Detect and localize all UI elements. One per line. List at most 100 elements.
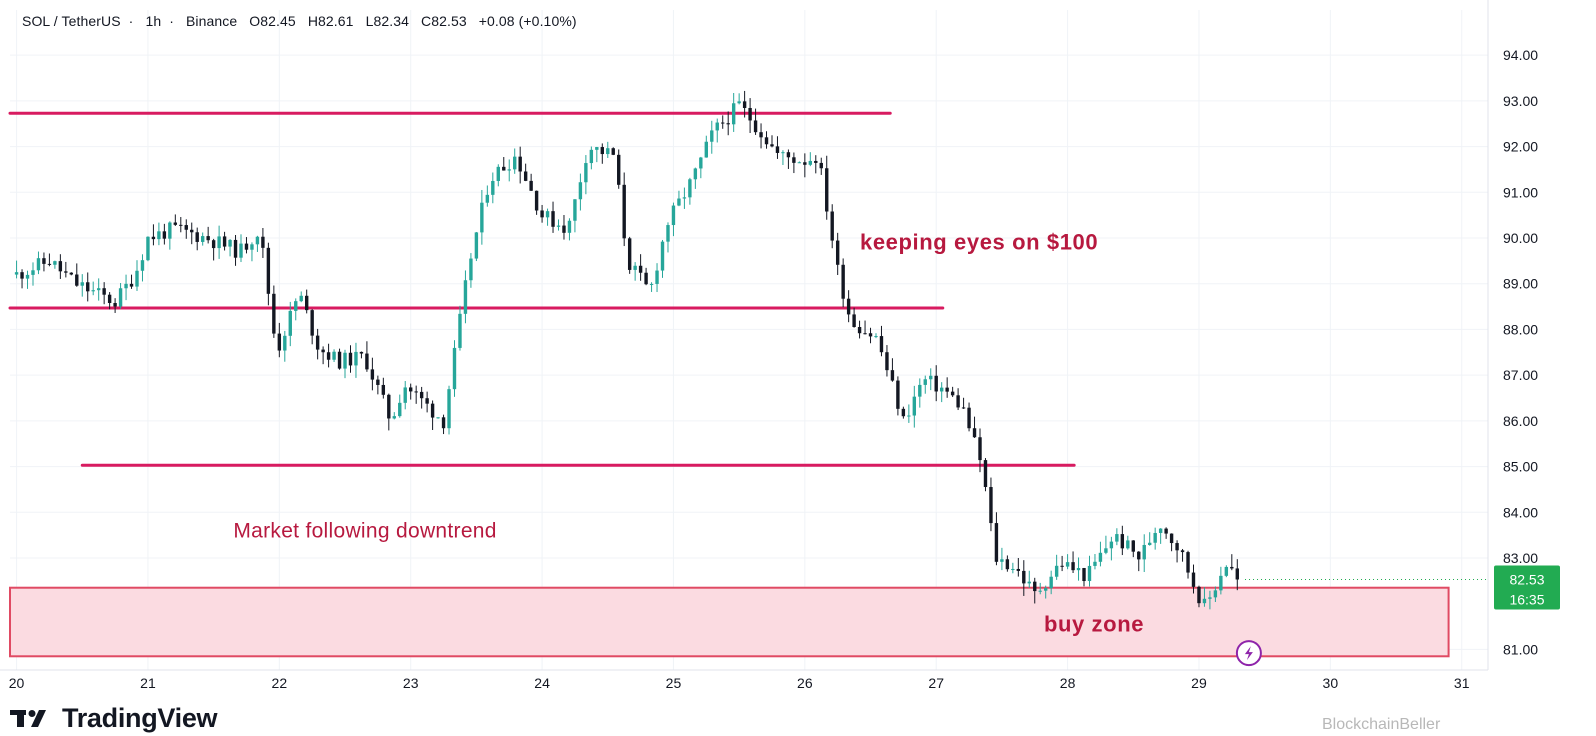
candle-down bbox=[518, 156, 522, 172]
candle-down bbox=[956, 395, 960, 408]
candle-down bbox=[502, 166, 506, 171]
candle-up bbox=[666, 225, 670, 242]
candle-down bbox=[1235, 568, 1239, 580]
price-tick-label: 89.00 bbox=[1503, 276, 1538, 292]
candle-down bbox=[540, 210, 544, 218]
candle-up bbox=[36, 258, 41, 271]
candle-down bbox=[370, 369, 375, 380]
candle-up bbox=[923, 379, 927, 385]
candle-down bbox=[759, 132, 763, 138]
candle-up bbox=[1224, 566, 1229, 576]
candle-down bbox=[151, 236, 156, 240]
candle-down bbox=[1230, 566, 1234, 569]
candle-up bbox=[403, 387, 407, 403]
candle-down bbox=[162, 231, 167, 239]
candle-down bbox=[819, 162, 823, 169]
price-tick-label: 86.00 bbox=[1503, 413, 1538, 429]
candle-down bbox=[961, 407, 966, 409]
symbol-name[interactable]: SOL / TetherUS bbox=[22, 13, 121, 29]
candle-down bbox=[1005, 559, 1010, 570]
candle-up bbox=[1148, 542, 1152, 545]
candle-down bbox=[102, 288, 106, 295]
candle-up bbox=[1213, 590, 1218, 598]
candle-down bbox=[315, 335, 320, 350]
candle-up bbox=[507, 169, 511, 171]
candle-down bbox=[1186, 552, 1190, 573]
candle-down bbox=[600, 147, 604, 155]
candle-up bbox=[31, 270, 35, 275]
candle-down bbox=[617, 154, 621, 185]
tradingview-logo-text: TradingView bbox=[62, 702, 218, 733]
candle-down bbox=[107, 294, 112, 304]
candle-up bbox=[1049, 576, 1053, 589]
ohlc-high: H82.61 bbox=[307, 13, 354, 29]
candle-up bbox=[1142, 544, 1146, 560]
price-tick-label: 93.00 bbox=[1503, 93, 1538, 109]
price-axis[interactable]: 81.00 83.00 84.00 85.00 86.00 87.00 88.00 89.00… bbox=[1503, 47, 1538, 657]
candle-down bbox=[441, 417, 446, 429]
candle-down bbox=[830, 211, 834, 241]
candle-up bbox=[589, 149, 594, 164]
candle-down bbox=[1033, 581, 1037, 592]
candle-up bbox=[688, 179, 692, 198]
time-tick-label: 25 bbox=[666, 675, 682, 691]
candle-down bbox=[978, 437, 982, 461]
candle-up bbox=[118, 288, 123, 307]
candle-up bbox=[354, 351, 358, 366]
candle-down bbox=[20, 272, 24, 279]
time-tick-label: 30 bbox=[1323, 675, 1339, 691]
interval-label[interactable]: 1h bbox=[145, 13, 162, 29]
time-tick-label: 29 bbox=[1191, 675, 1207, 691]
candle-up bbox=[485, 194, 490, 203]
candle-down bbox=[1137, 551, 1141, 560]
candle-down bbox=[266, 247, 271, 294]
candle-up bbox=[874, 336, 878, 338]
sep-dot: · bbox=[169, 13, 174, 29]
price-tick-label: 85.00 bbox=[1503, 459, 1538, 475]
candle-down bbox=[1169, 533, 1174, 544]
price-tick-label: 91.00 bbox=[1503, 184, 1538, 200]
price-tick-label: 94.00 bbox=[1503, 47, 1538, 63]
candle-down bbox=[814, 160, 818, 163]
lightning-event-icon[interactable] bbox=[1235, 640, 1262, 667]
time-tick-label: 27 bbox=[928, 675, 944, 691]
candle-up bbox=[452, 347, 457, 390]
candle-up bbox=[693, 168, 698, 180]
ohlc-close: C82.53 bbox=[420, 13, 467, 29]
candle-up bbox=[1109, 541, 1114, 549]
candle-down bbox=[430, 403, 435, 418]
candle-down bbox=[304, 295, 309, 311]
tradingview-logo[interactable]: TradingView bbox=[10, 700, 218, 736]
time-tick-label: 26 bbox=[797, 675, 813, 691]
candle-up bbox=[1126, 540, 1130, 549]
candle-down bbox=[321, 349, 325, 353]
candle-up bbox=[332, 351, 336, 360]
candle-down bbox=[885, 352, 889, 371]
candle-up bbox=[299, 295, 303, 302]
ohlc-change: +0.08 (+0.10%) bbox=[478, 13, 577, 29]
candle-up bbox=[1202, 598, 1207, 604]
price-tick-label: 84.00 bbox=[1503, 504, 1538, 520]
candle-up bbox=[96, 288, 101, 291]
candle-up bbox=[469, 258, 473, 281]
candle-down bbox=[1175, 543, 1179, 551]
candle-down bbox=[326, 352, 331, 360]
candle-down bbox=[863, 333, 867, 335]
candle-up bbox=[480, 202, 484, 233]
candle-down bbox=[272, 293, 276, 334]
candle-down bbox=[1180, 550, 1185, 553]
candle-up bbox=[1011, 568, 1015, 570]
candle-up bbox=[1000, 559, 1004, 562]
candle-down bbox=[1120, 534, 1125, 549]
candle-up bbox=[294, 301, 298, 311]
time-tick-label: 21 bbox=[140, 675, 156, 691]
candle-down bbox=[64, 271, 68, 273]
annotation-text: buy zone bbox=[1044, 611, 1144, 636]
time-axis[interactable]: 20 21 22 23 24 25 26 27 28 29 30 31 bbox=[9, 675, 1470, 691]
candle-up bbox=[660, 241, 665, 271]
candle-up bbox=[255, 236, 260, 245]
candle-down bbox=[69, 272, 74, 275]
candle-up bbox=[1098, 552, 1103, 562]
candle-up bbox=[283, 335, 287, 351]
